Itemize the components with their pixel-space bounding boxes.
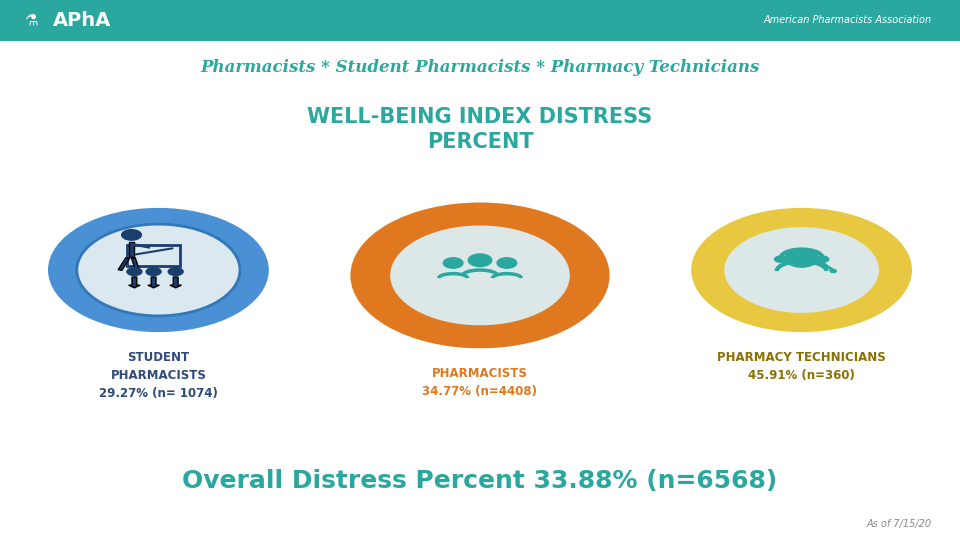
Text: ⚗: ⚗ (24, 13, 37, 28)
Text: APhA: APhA (53, 11, 111, 30)
Circle shape (127, 267, 142, 276)
Circle shape (121, 229, 142, 241)
FancyArrow shape (148, 277, 159, 288)
Text: Pharmacists * Student Pharmacists * Pharmacy Technicians: Pharmacists * Student Pharmacists * Phar… (201, 59, 759, 76)
Circle shape (691, 208, 912, 332)
FancyArrow shape (129, 277, 140, 288)
Text: PHARMACY TECHNICIANS
45.91% (n=360): PHARMACY TECHNICIANS 45.91% (n=360) (717, 351, 886, 382)
Text: STUDENT
PHARMACISTS
29.27% (n= 1074): STUDENT PHARMACISTS 29.27% (n= 1074) (99, 351, 218, 400)
Text: PHARMACISTS
34.77% (n=4408): PHARMACISTS 34.77% (n=4408) (422, 367, 538, 398)
Circle shape (77, 224, 240, 316)
FancyArrow shape (118, 258, 130, 271)
Circle shape (350, 202, 610, 348)
Text: WELL-BEING INDEX DISTRESS
PERCENT: WELL-BEING INDEX DISTRESS PERCENT (307, 107, 653, 152)
Text: Overall Distress Percent 33.88% (n=6568): Overall Distress Percent 33.88% (n=6568) (182, 469, 778, 492)
Text: As of 7/15/20: As of 7/15/20 (866, 519, 931, 529)
FancyArrow shape (132, 258, 139, 270)
Circle shape (167, 267, 184, 276)
FancyArrow shape (129, 242, 134, 257)
Circle shape (829, 269, 837, 273)
Circle shape (146, 267, 161, 276)
Bar (0, 0, 960, 40)
Circle shape (48, 208, 269, 332)
FancyArrow shape (170, 277, 181, 288)
Circle shape (784, 248, 819, 268)
Circle shape (496, 257, 517, 269)
Circle shape (774, 255, 787, 263)
Text: American Pharmacists Association: American Pharmacists Association (763, 15, 931, 25)
Circle shape (723, 226, 880, 314)
Circle shape (389, 224, 571, 327)
Circle shape (816, 255, 829, 263)
Circle shape (443, 257, 464, 269)
Circle shape (468, 253, 492, 267)
